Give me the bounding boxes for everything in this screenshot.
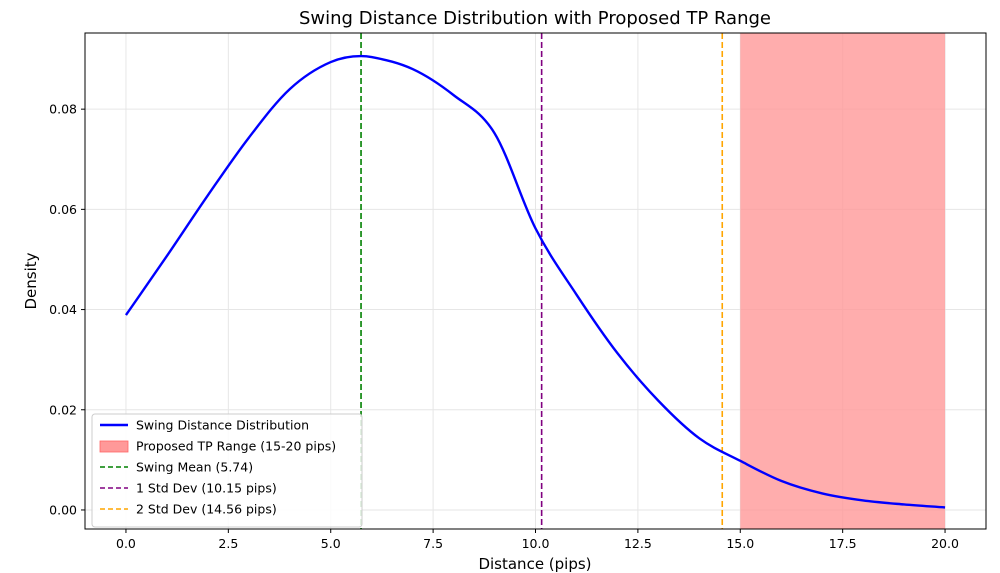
legend-entry-label: 2 Std Dev (14.56 pips)	[136, 502, 277, 517]
legend-entry-label: Proposed TP Range (15-20 pips)	[136, 439, 336, 454]
x-tick-label: 17.5	[829, 536, 857, 551]
x-axis-label: Distance (pips)	[478, 555, 591, 573]
y-tick-label: 0.00	[49, 502, 77, 517]
x-tick-label: 7.5	[423, 536, 443, 551]
x-tick-label: 12.5	[624, 536, 652, 551]
legend-box	[91, 413, 363, 528]
shaded-tp-range	[740, 33, 946, 529]
shaded-range-layer	[740, 33, 946, 529]
x-tick-label: 10.0	[522, 536, 550, 551]
y-tick-label: 0.08	[49, 102, 77, 117]
chart-title: Swing Distance Distribution with Propose…	[299, 8, 771, 29]
x-tick-label: 0.0	[116, 536, 136, 551]
vertical-lines-layer	[360, 33, 724, 529]
series-layer	[124, 54, 946, 509]
x-tick-label: 20.0	[931, 536, 959, 551]
legend: Swing Distance Distribution Proposed TP R…	[91, 413, 363, 528]
y-tick-label: 0.04	[49, 302, 77, 317]
legend-swatch-patch	[99, 440, 129, 453]
y-axis-ticks: 0.00 0.02 0.04 0.06 0.08	[49, 102, 85, 517]
y-axis-label: Density	[22, 252, 40, 309]
x-tick-label: 5.0	[321, 536, 341, 551]
x-axis-ticks: 0.0 2.5 5.0 7.5 10.0 12.5 15.0 17.5 20.0	[116, 529, 959, 551]
y-tick-label: 0.06	[49, 202, 77, 217]
legend-entry-label: Swing Mean (5.74)	[136, 460, 253, 475]
legend-entry-label: Swing Distance Distribution	[136, 418, 309, 433]
y-tick-label: 0.02	[49, 402, 77, 417]
density-curve	[124, 54, 946, 509]
x-tick-label: 2.5	[218, 536, 238, 551]
legend-entry-label: 1 Std Dev (10.15 pips)	[136, 481, 277, 496]
x-tick-label: 15.0	[726, 536, 754, 551]
